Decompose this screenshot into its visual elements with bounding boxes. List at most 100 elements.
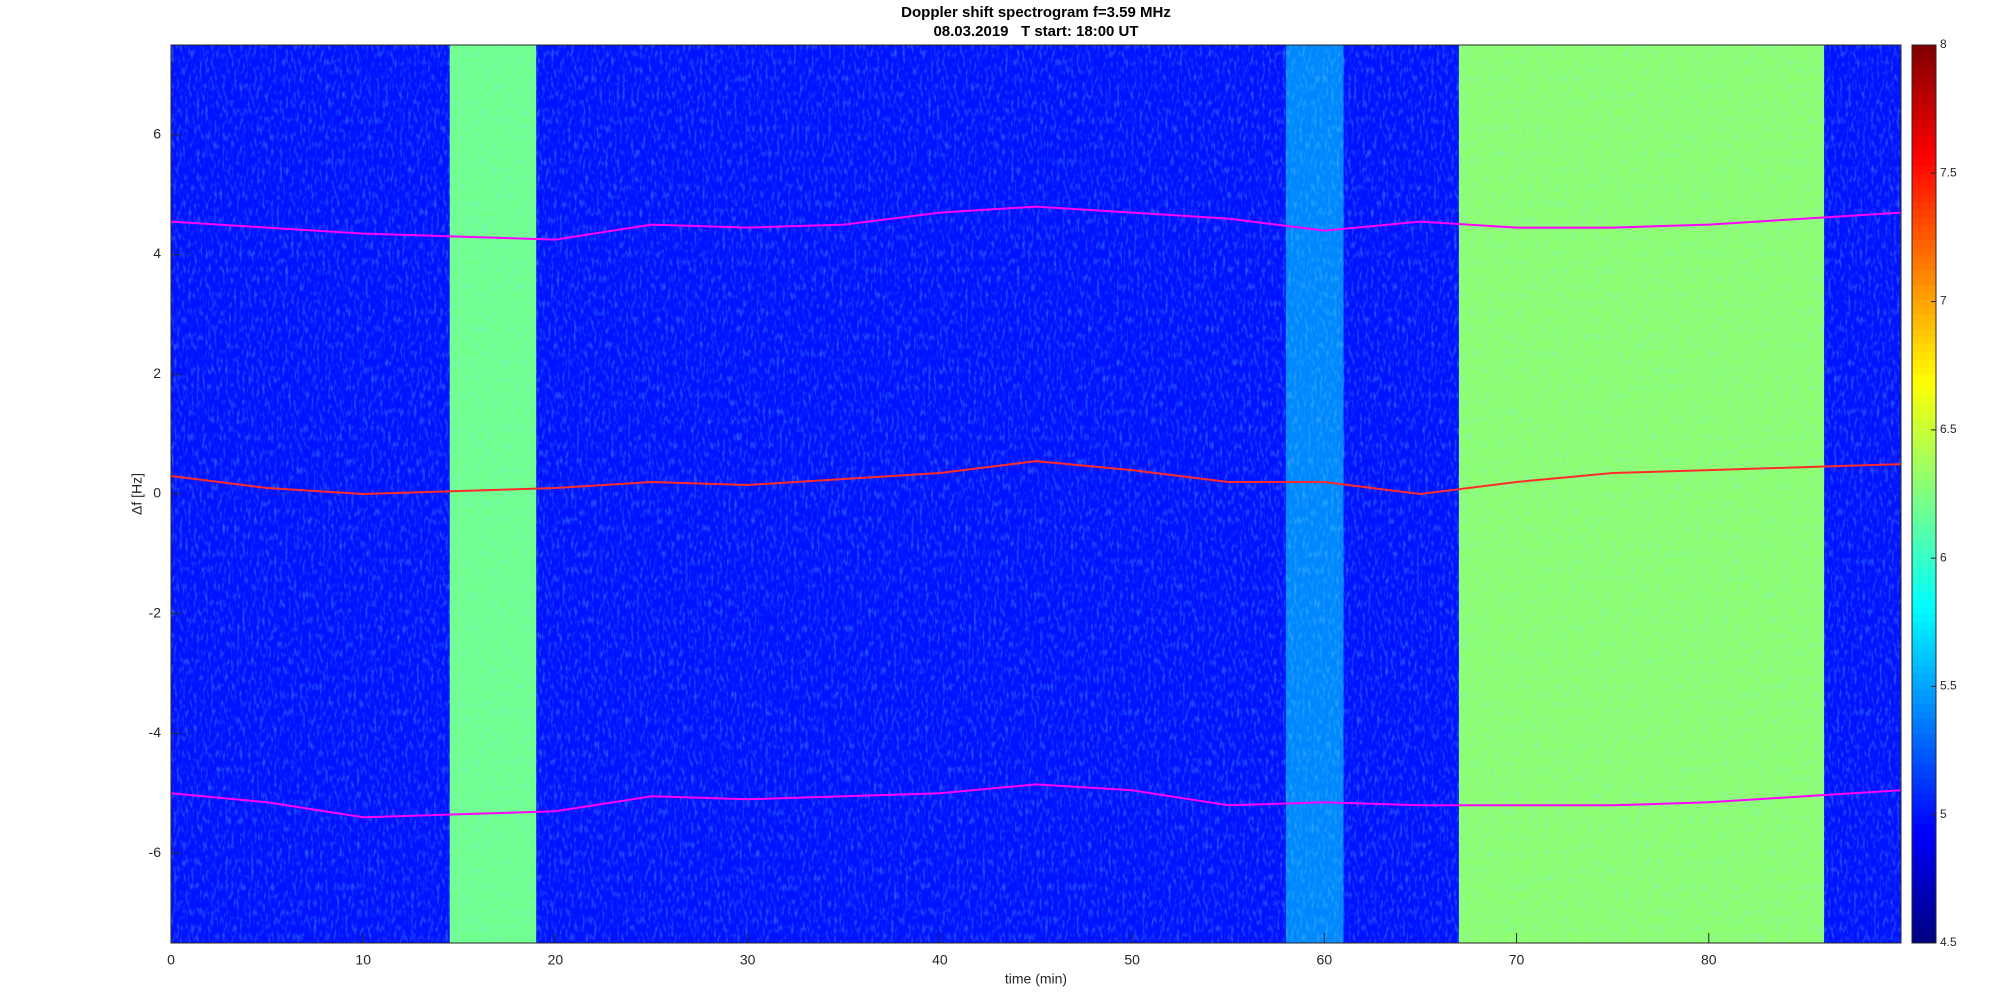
colorbar-tick-label: 8 [1940,37,1947,51]
colorbar-segment [1912,725,1936,734]
colorbar-segment [1912,576,1936,585]
colorbar-tick-label: 5 [1940,807,1947,821]
colorbar-segment [1912,82,1936,91]
colorbar-segment [1912,389,1936,398]
x-tick-label: 50 [1124,952,1140,968]
colorbar-segment [1912,785,1936,794]
chart-subtitle: 08.03.2019 T start: 18:00 UT [933,23,1138,40]
y-tick-label: -4 [149,724,162,740]
colorbar-segment [1912,202,1936,211]
colorbar-segment [1912,845,1936,854]
colorbar-segment [1912,351,1936,360]
colorbar-segment [1912,740,1936,749]
colorbar-segment [1912,875,1936,884]
colorbar-segment [1912,157,1936,166]
colorbar-segment [1912,396,1936,405]
colorbar-segment [1912,172,1936,181]
colorbar-segment [1912,97,1936,106]
colorbar-segment [1912,778,1936,787]
colorbar-segment [1912,770,1936,779]
colorbar-segment [1912,366,1936,375]
colorbar-segment [1912,179,1936,188]
colorbar-segment [1912,336,1936,345]
colorbar-segment [1912,830,1936,839]
doppler-trace [171,460,1901,496]
colorbar-segment [1912,651,1936,660]
colorbar-segment [1912,898,1936,907]
colorbar-segment [1912,523,1936,532]
colorbar-segment [1912,419,1936,428]
colorbar-segment [1912,276,1936,285]
colorbar-segment [1912,733,1936,742]
colorbar-segment [1912,449,1936,458]
colorbar-segment [1912,718,1936,727]
colorbar-segment [1912,531,1936,540]
colorbar-segment [1912,127,1936,136]
colorbar-segment [1912,247,1936,256]
colorbar-segment [1912,464,1936,473]
colorbar-tick-label: 6 [1940,550,1947,564]
colorbar-segment [1912,621,1936,630]
colorbar-segment [1912,164,1936,173]
colorbar-segment [1912,104,1936,113]
x-tick-label: 30 [740,952,756,968]
colorbar-segment [1912,441,1936,450]
colorbar-segment [1912,456,1936,465]
x-tick-label: 80 [1701,952,1717,968]
colorbar-segment [1912,853,1936,862]
colorbar-segment [1912,314,1936,323]
colorbar-segment [1912,860,1936,869]
speckle-texture [171,45,1901,943]
colorbar-tick-label: 5.5 [1940,679,1957,693]
colorbar-segment [1912,224,1936,233]
colorbar-tick-label: 7.5 [1940,165,1957,179]
colorbar-segment [1912,45,1936,53]
y-tick-label: -2 [149,604,162,620]
y-tick-label: 2 [153,365,161,381]
colorbar-segment [1912,434,1936,443]
x-tick-label: 40 [932,952,948,968]
colorbar-segment [1912,598,1936,607]
colorbar-segment [1912,134,1936,143]
colorbar-segment [1912,883,1936,892]
colorbar-segment [1912,112,1936,121]
colorbar-segment [1912,262,1936,270]
colorbar-segment [1912,703,1936,712]
colorbar-segment [1912,800,1936,809]
colorbar-segment [1912,905,1936,914]
colorbar-segment [1912,508,1936,517]
colorbar-segment [1912,74,1936,83]
colorbar-segment [1912,374,1936,383]
x-axis-label: time (min) [1005,971,1067,987]
colorbar-segment [1912,411,1936,420]
colorbar-segment [1912,838,1936,847]
colorbar-segment [1912,748,1936,757]
colorbar-segment [1912,299,1936,308]
colorbar-segment [1912,209,1936,218]
colorbar-segment [1912,142,1936,151]
colorbar-segment [1912,359,1936,368]
colorbar-segment [1912,823,1936,832]
colorbar-segment [1912,119,1936,128]
colorbar-segment [1912,913,1936,922]
colorbar-segment [1912,613,1936,622]
colorbar-segment [1912,306,1936,315]
colorbar-segment [1912,269,1936,278]
colorbar-segment [1912,486,1936,495]
colorbar-segment [1912,643,1936,652]
colorbar-segment [1912,329,1936,338]
colorbar-segment [1912,284,1936,293]
colorbar-segment [1912,673,1936,682]
x-tick-label: 0 [167,952,175,968]
colorbar-segment [1912,254,1936,263]
colorbar-segment [1912,381,1936,390]
colorbar-segment [1912,658,1936,667]
colorbar-segment [1912,755,1936,764]
colorbar-segment [1912,935,1936,944]
colorbar-segment [1912,187,1936,196]
x-tick-label: 60 [1317,952,1333,968]
colorbar-segment [1912,217,1936,226]
colorbar-segment [1912,928,1936,937]
colorbar-segment [1912,808,1936,817]
colorbar-segment [1912,606,1936,615]
